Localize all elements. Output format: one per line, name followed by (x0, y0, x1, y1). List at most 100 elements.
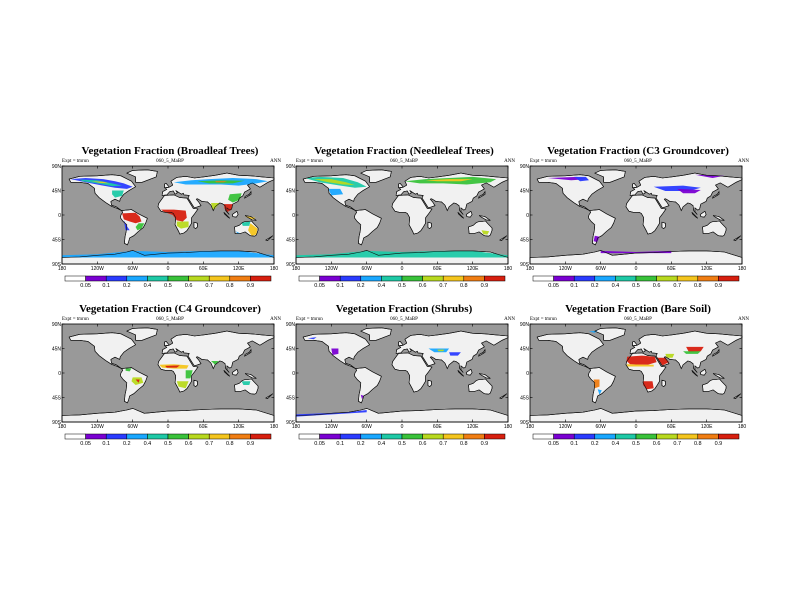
colorbar-level-label: 0.9 (715, 283, 723, 289)
coastline-borneo (699, 210, 707, 218)
coastline-uk (632, 341, 638, 347)
coastline-sumatra (223, 370, 231, 377)
lon-tick-label: 120E (701, 424, 713, 430)
coastline-australia (234, 220, 259, 237)
colorbar-swatch (126, 433, 148, 440)
colorbar-swatch (676, 275, 699, 282)
colorbar-level-label: 0.8 (226, 283, 234, 289)
expt-prefix: Expt = (296, 159, 311, 164)
fraction-region-se-asia (223, 204, 233, 213)
lat-tick-label: 90N (286, 322, 296, 328)
coastline-new-guinea (712, 215, 725, 221)
lat-tick-label: 45N (286, 346, 296, 352)
expt-label: Expt = tmrun (530, 317, 557, 323)
colorbar-swatch (463, 275, 485, 282)
coastline-eurasia (395, 330, 509, 373)
fraction-region-india (211, 361, 219, 365)
fraction-region-sahara (626, 355, 657, 365)
fraction-region-central-asia-hot (437, 349, 445, 352)
coastline-madagascar (427, 379, 432, 387)
colorbar-swatch (656, 433, 678, 440)
colorbar-swatch (573, 275, 596, 282)
expt-label: Expt = tmrun (62, 317, 89, 323)
colorbar-swatch (718, 275, 740, 282)
coastline-sumatra (223, 212, 231, 219)
coastline-layer (529, 327, 743, 423)
lon-tick-label: 180 (58, 424, 67, 430)
lon-tick-label: 60E (199, 424, 209, 430)
lat-tick-label: 45N (520, 188, 530, 194)
colorbar-swatch (167, 433, 189, 440)
season-label: ANN (270, 159, 281, 164)
colorbar-swatch (167, 275, 189, 282)
fraction-layer (296, 176, 508, 258)
colorbar-level-label: 0.6 (653, 283, 661, 289)
coastline-greenland (360, 327, 392, 341)
colorbar-swatch (126, 275, 148, 282)
colorbar-swatch (188, 433, 210, 440)
panel-title: Vegetation Fraction (Needleleaf Trees) (314, 145, 494, 157)
lat-tick-label: 90N (286, 164, 296, 170)
coastline-eurasia (395, 172, 509, 215)
lon-tick-label: 180 (526, 424, 535, 430)
colorbar-swatch (484, 275, 506, 282)
coastline-japan (478, 190, 486, 199)
lon-tick-label: 120E (233, 424, 245, 430)
colorbar-level-label: 0.8 (226, 441, 234, 447)
lat-tick-label: 45N (286, 188, 296, 194)
lat-tick-label: 0 (58, 371, 61, 377)
panel-title: Vegetation Fraction (C3 Groundcover) (547, 145, 729, 157)
colorbar: 0.05 0.1 0.2 0.4 0.5 0.6 0.7 0.8 0.9 (298, 275, 506, 289)
colorbar-swatch (85, 275, 107, 282)
colorbar-level-label: 0.9 (715, 441, 723, 447)
colorbar-swatch (532, 433, 554, 440)
colorbar-swatch (64, 433, 86, 440)
expt-label: Expt = tmrun (62, 159, 89, 165)
coastline-japan (478, 348, 486, 357)
coastline-sumatra (691, 370, 699, 377)
lon-tick-label: 120E (233, 266, 245, 272)
colorbar-swatch (484, 433, 506, 440)
colorbar-level-label: 0.5 (164, 441, 172, 447)
colorbar-level-label: 0.5 (398, 283, 406, 289)
lat-tick-label: 90S (52, 262, 62, 268)
coastline-south-america (353, 367, 382, 404)
colorbar-swatch (401, 275, 423, 282)
coastline-uk (632, 183, 638, 189)
colorbar-level-label: 0.7 (205, 441, 213, 447)
colorbar-swatch (298, 275, 320, 282)
colorbar-swatch (594, 275, 616, 282)
coastline-uk (398, 341, 404, 347)
colorbar-swatch (656, 275, 678, 282)
colorbar-swatch (147, 275, 169, 282)
fraction-region-asia-steppe (677, 188, 701, 194)
colorbar-level-label: 0.1 (336, 441, 344, 447)
lat-tick-label: 0 (526, 371, 529, 377)
coastline-eurasia (629, 172, 743, 215)
coastline-greenland (126, 169, 158, 183)
colorbar-level-label: 0.5 (632, 441, 640, 447)
colorbar-swatch (615, 275, 637, 282)
panel-title: Vegetation Fraction (Bare Soil) (565, 303, 711, 315)
colorbar-swatch (250, 433, 272, 440)
colorbar-swatch (442, 433, 465, 440)
colorbar-swatch (553, 275, 575, 282)
fraction-region-south-america-desert-2 (597, 389, 602, 395)
fraction-region-siberia-north (694, 174, 725, 178)
colorbar-level-label: 0.8 (694, 283, 702, 289)
coastline-sumatra (457, 212, 465, 219)
colorbar-level-label: 0.05 (80, 283, 91, 289)
coastline-africa (391, 194, 433, 235)
lon-tick-label: 180 (58, 266, 67, 272)
panel-broadleaf-trees: Vegetation Fraction (Broadleaf Trees) Ex… (52, 145, 285, 315)
expt-prefix: Expt = (530, 159, 545, 164)
lat-tick-label: 0 (292, 371, 295, 377)
coastline-greenland (126, 327, 158, 341)
coastline-north-america (302, 174, 371, 211)
lon-tick-label: 180 (270, 424, 279, 430)
colorbar-level-label: 0.05 (80, 441, 91, 447)
expt-value: tmrun (310, 159, 323, 164)
